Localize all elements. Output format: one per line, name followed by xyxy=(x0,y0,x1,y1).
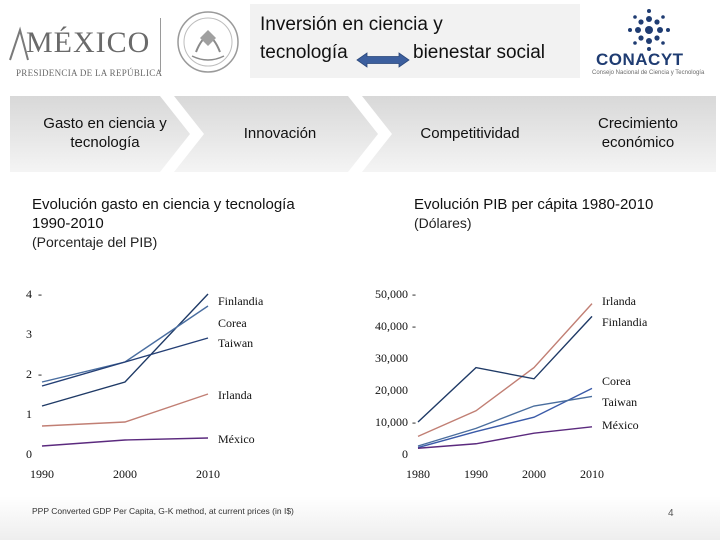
footer-band xyxy=(0,496,720,540)
y-tick-mark: - xyxy=(412,415,416,429)
title-left-term: tecnología xyxy=(260,42,348,63)
series-label-taiwan: Taiwan xyxy=(602,395,637,409)
conacyt-logo: CONACYT Consejo Nacional de Ciencia y Te… xyxy=(588,6,714,80)
conacyt-dots-icon xyxy=(628,9,670,51)
y-tick-label: 50,000 xyxy=(375,287,408,301)
x-tick-label: 2010 xyxy=(580,467,604,481)
conacyt-subtitle: Consejo Nacional de Ciencia y Tecnología xyxy=(592,70,705,76)
title-line-1: Inversión en ciencia y xyxy=(260,14,443,35)
series-label-irlanda: Irlanda xyxy=(218,388,253,402)
mexico-logo-mark-icon xyxy=(9,26,29,61)
right-chart-subtitle: (Dólares) xyxy=(414,215,472,231)
series-line-corea xyxy=(41,305,209,383)
series-label-mexico: México xyxy=(602,418,639,432)
y-tick-label: 3 xyxy=(26,327,32,341)
x-tick-label: 2000 xyxy=(522,467,546,481)
title-box: Inversión en ciencia y tecnología bienes… xyxy=(250,4,580,78)
rd-spending-chart: 012 -34 -1990 2000 2010FinlandiaCoreaTaiwanI… xyxy=(26,287,264,481)
y-tick-label: 0 xyxy=(26,447,32,461)
series-line-finlandia xyxy=(41,293,209,407)
x-tick-label: 2000 xyxy=(113,467,137,481)
flow-step-2-shape xyxy=(174,96,378,172)
series-label-irlanda: Irlanda xyxy=(602,294,637,308)
y-tick-label: 2 xyxy=(26,367,32,381)
y-tick-label: 4 xyxy=(26,287,32,301)
series-label-corea: Corea xyxy=(602,374,631,388)
series-line-mexico xyxy=(417,426,593,449)
x-tick-label: 1990 xyxy=(464,467,488,481)
flow-step-3: Competitividad xyxy=(420,125,520,142)
series-line-mexico xyxy=(41,437,209,447)
right-chart-title: Evolución PIB per cápita 1980-2010 xyxy=(414,196,654,213)
conacyt-name: CONACYT xyxy=(596,50,684,69)
y-tick-mark: - xyxy=(38,287,42,301)
mexico-logo: MÉXICO PRESIDENCIA DE LA REPÚBLICA xyxy=(8,12,162,78)
x-tick-label: 1990 xyxy=(30,467,54,481)
series-line-finlandia xyxy=(417,315,593,423)
right-chart-heading: Evolución PIB per cápita 1980-2010 (Dóla… xyxy=(414,195,704,233)
x-tick-label: 1980 xyxy=(406,467,430,481)
series-label-corea: Corea xyxy=(218,316,247,330)
page-number: 4 xyxy=(668,508,674,519)
y-tick-label: 30,000 xyxy=(375,351,408,365)
series-label-finlandia: Finlandia xyxy=(218,294,264,308)
footnote: PPP Converted GDP Per Capita, G-K method… xyxy=(32,506,294,516)
series-line-taiwan xyxy=(41,337,209,387)
flow-step-3-shape xyxy=(362,96,580,172)
coat-of-arms-icon xyxy=(177,11,239,73)
series-line-irlanda xyxy=(417,303,593,438)
y-tick-label: 0 xyxy=(402,447,408,461)
flow-step-1: Gasto en ciencia y tecnología xyxy=(43,115,167,151)
series-label-mexico: México xyxy=(218,432,255,446)
left-chart-title: Evolución gasto en ciencia y tecnología … xyxy=(32,196,295,232)
y-tick-mark: - xyxy=(412,319,416,333)
flow-step-4-shape xyxy=(546,96,716,172)
left-chart-heading: Evolución gasto en ciencia y tecnología … xyxy=(32,195,302,252)
series-line-irlanda xyxy=(41,393,209,427)
left-chart-subtitle: (Porcentaje del PIB) xyxy=(32,234,158,250)
series-line-taiwan xyxy=(417,395,593,447)
series-line-corea xyxy=(417,387,593,449)
series-label-taiwan: Taiwan xyxy=(218,336,253,350)
logo-wordmark: MÉXICO xyxy=(26,26,151,59)
y-tick-label: 1 xyxy=(26,407,32,421)
y-tick-label: 10,000 xyxy=(375,415,408,429)
logo-subtitle: PRESIDENCIA DE LA REPÚBLICA xyxy=(16,68,163,78)
flow-step-2: Innovación xyxy=(243,125,317,142)
logo-divider xyxy=(160,18,161,72)
series-label-finlandia: Finlandia xyxy=(602,315,648,329)
flow-step-4: Crecimiento económico xyxy=(597,115,679,151)
y-tick-label: 40,000 xyxy=(375,319,408,333)
process-flow: Gasto en ciencia y tecnología Innovación… xyxy=(10,94,716,176)
y-tick-mark: - xyxy=(38,367,42,381)
flow-step-1-shape xyxy=(10,96,190,172)
title-right-term: bienestar social xyxy=(413,42,546,63)
double-arrow-icon xyxy=(356,52,410,68)
x-tick-label: 2010 xyxy=(196,467,220,481)
y-tick-label: 20,000 xyxy=(375,383,408,397)
y-tick-mark: - xyxy=(412,287,416,301)
